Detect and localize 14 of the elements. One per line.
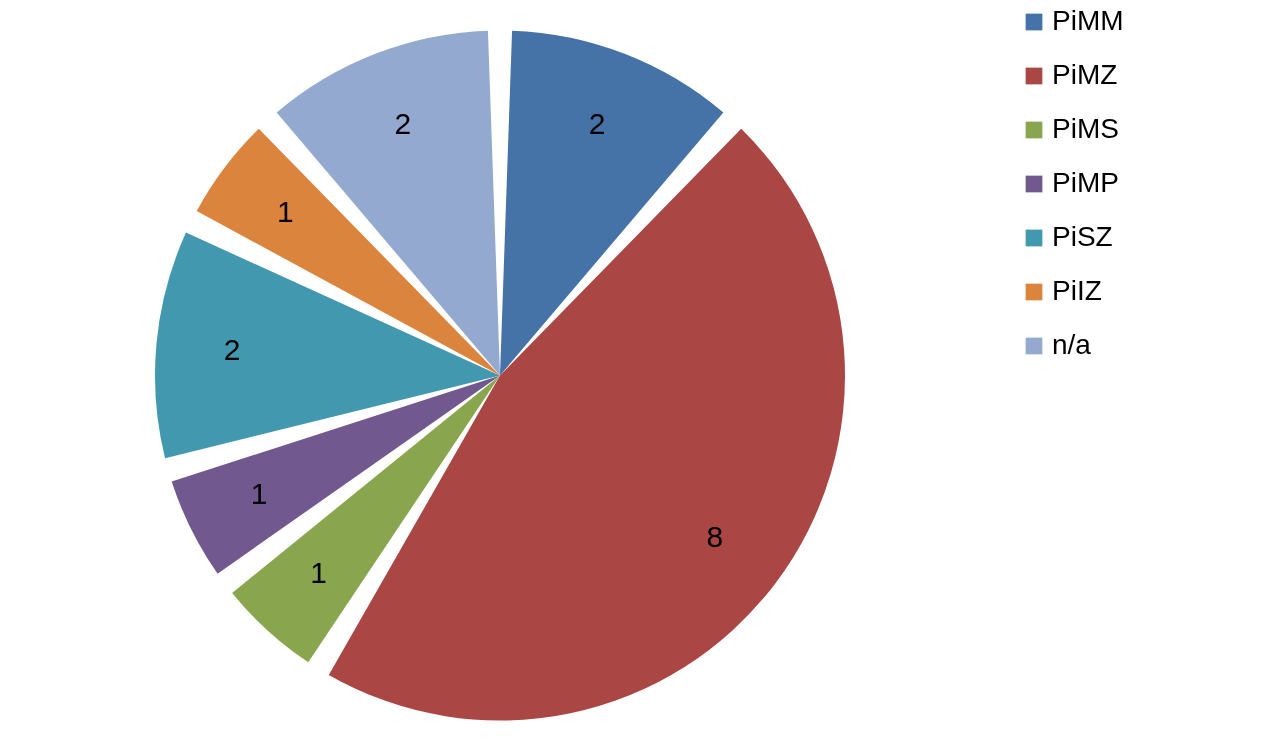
data-label: 2 (394, 106, 412, 140)
legend-label: PiMP (1052, 167, 1119, 198)
legend-label: PiIZ (1052, 275, 1102, 306)
legend-label: PiMS (1052, 113, 1119, 144)
legend-label: PiSZ (1052, 221, 1113, 252)
data-label: 1 (276, 195, 294, 229)
data-label: 1 (310, 556, 328, 590)
data-label: 2 (588, 106, 606, 140)
legend-label: PiMM (1052, 5, 1124, 36)
data-label: 2 (223, 332, 241, 366)
legend-label: n/a (1052, 329, 1092, 360)
data-label: 1 (250, 477, 268, 511)
data-label: 8 (706, 519, 724, 553)
legend-label: PiMZ (1052, 59, 1118, 90)
